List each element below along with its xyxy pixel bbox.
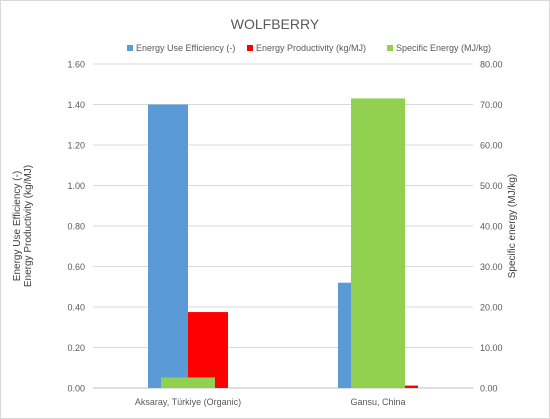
left-tick-label: 1.40 <box>67 100 85 110</box>
legend-swatch <box>247 45 253 51</box>
right-tick-label: 80.00 <box>480 60 503 70</box>
right-tick-label: 10.00 <box>480 343 503 353</box>
left-axis-label-line2: Energy Productivity (kg/MJ) <box>23 165 34 287</box>
chart-title: WOLFBERRY <box>231 16 320 32</box>
left-tick-label: 1.20 <box>67 141 85 151</box>
right-tick-label: 70.00 <box>480 100 503 110</box>
right-tick-label: 50.00 <box>480 181 503 191</box>
legend: Energy Use Efficiency (-) Energy Producti… <box>127 43 491 53</box>
left-tick-label: 0.20 <box>67 343 85 353</box>
bar-specific-energy <box>161 377 215 388</box>
legend-swatch <box>387 45 393 51</box>
right-tick-label: 0.00 <box>480 384 498 394</box>
category-labels: Aksaray, Türkiye (Organic) Gansu, China <box>135 397 406 407</box>
right-axis-label: Specific energy (MJ/kg) <box>507 174 518 278</box>
bars <box>148 98 418 389</box>
left-tick-label: 0.80 <box>67 222 85 232</box>
right-tick-label: 60.00 <box>480 141 503 151</box>
legend-label: Specific Energy (MJ/kg) <box>396 43 491 53</box>
bar-specific-energy <box>351 98 405 389</box>
left-tick-label: 0.00 <box>67 384 85 394</box>
right-axis-ticks: 0.00 10.00 20.00 30.00 40.00 50.00 60.00 70.00 8… <box>480 60 503 394</box>
category-label: Aksaray, Türkiye (Organic) <box>135 397 241 407</box>
right-tick-label: 40.00 <box>480 222 503 232</box>
legend-swatch <box>127 45 133 51</box>
left-axis-label-line1: Energy Use Efficiency (-) <box>12 171 23 281</box>
bar-energy-productivity <box>188 312 228 388</box>
left-tick-label: 0.40 <box>67 303 85 313</box>
legend-label: Energy Productivity (kg/MJ) <box>256 43 366 53</box>
bar-energy-use-efficiency <box>148 104 188 388</box>
left-tick-label: 0.60 <box>67 262 85 272</box>
left-tick-label: 1.00 <box>67 181 85 191</box>
right-tick-label: 20.00 <box>480 303 503 313</box>
legend-label: Energy Use Efficiency (-) <box>136 43 235 53</box>
category-label: Gansu, China <box>350 397 405 407</box>
right-tick-label: 30.00 <box>480 262 503 272</box>
left-tick-label: 1.60 <box>67 60 85 70</box>
left-axis-ticks: 0.00 0.20 0.40 0.60 0.80 1.00 1.20 1.40 1.60 <box>67 60 85 394</box>
